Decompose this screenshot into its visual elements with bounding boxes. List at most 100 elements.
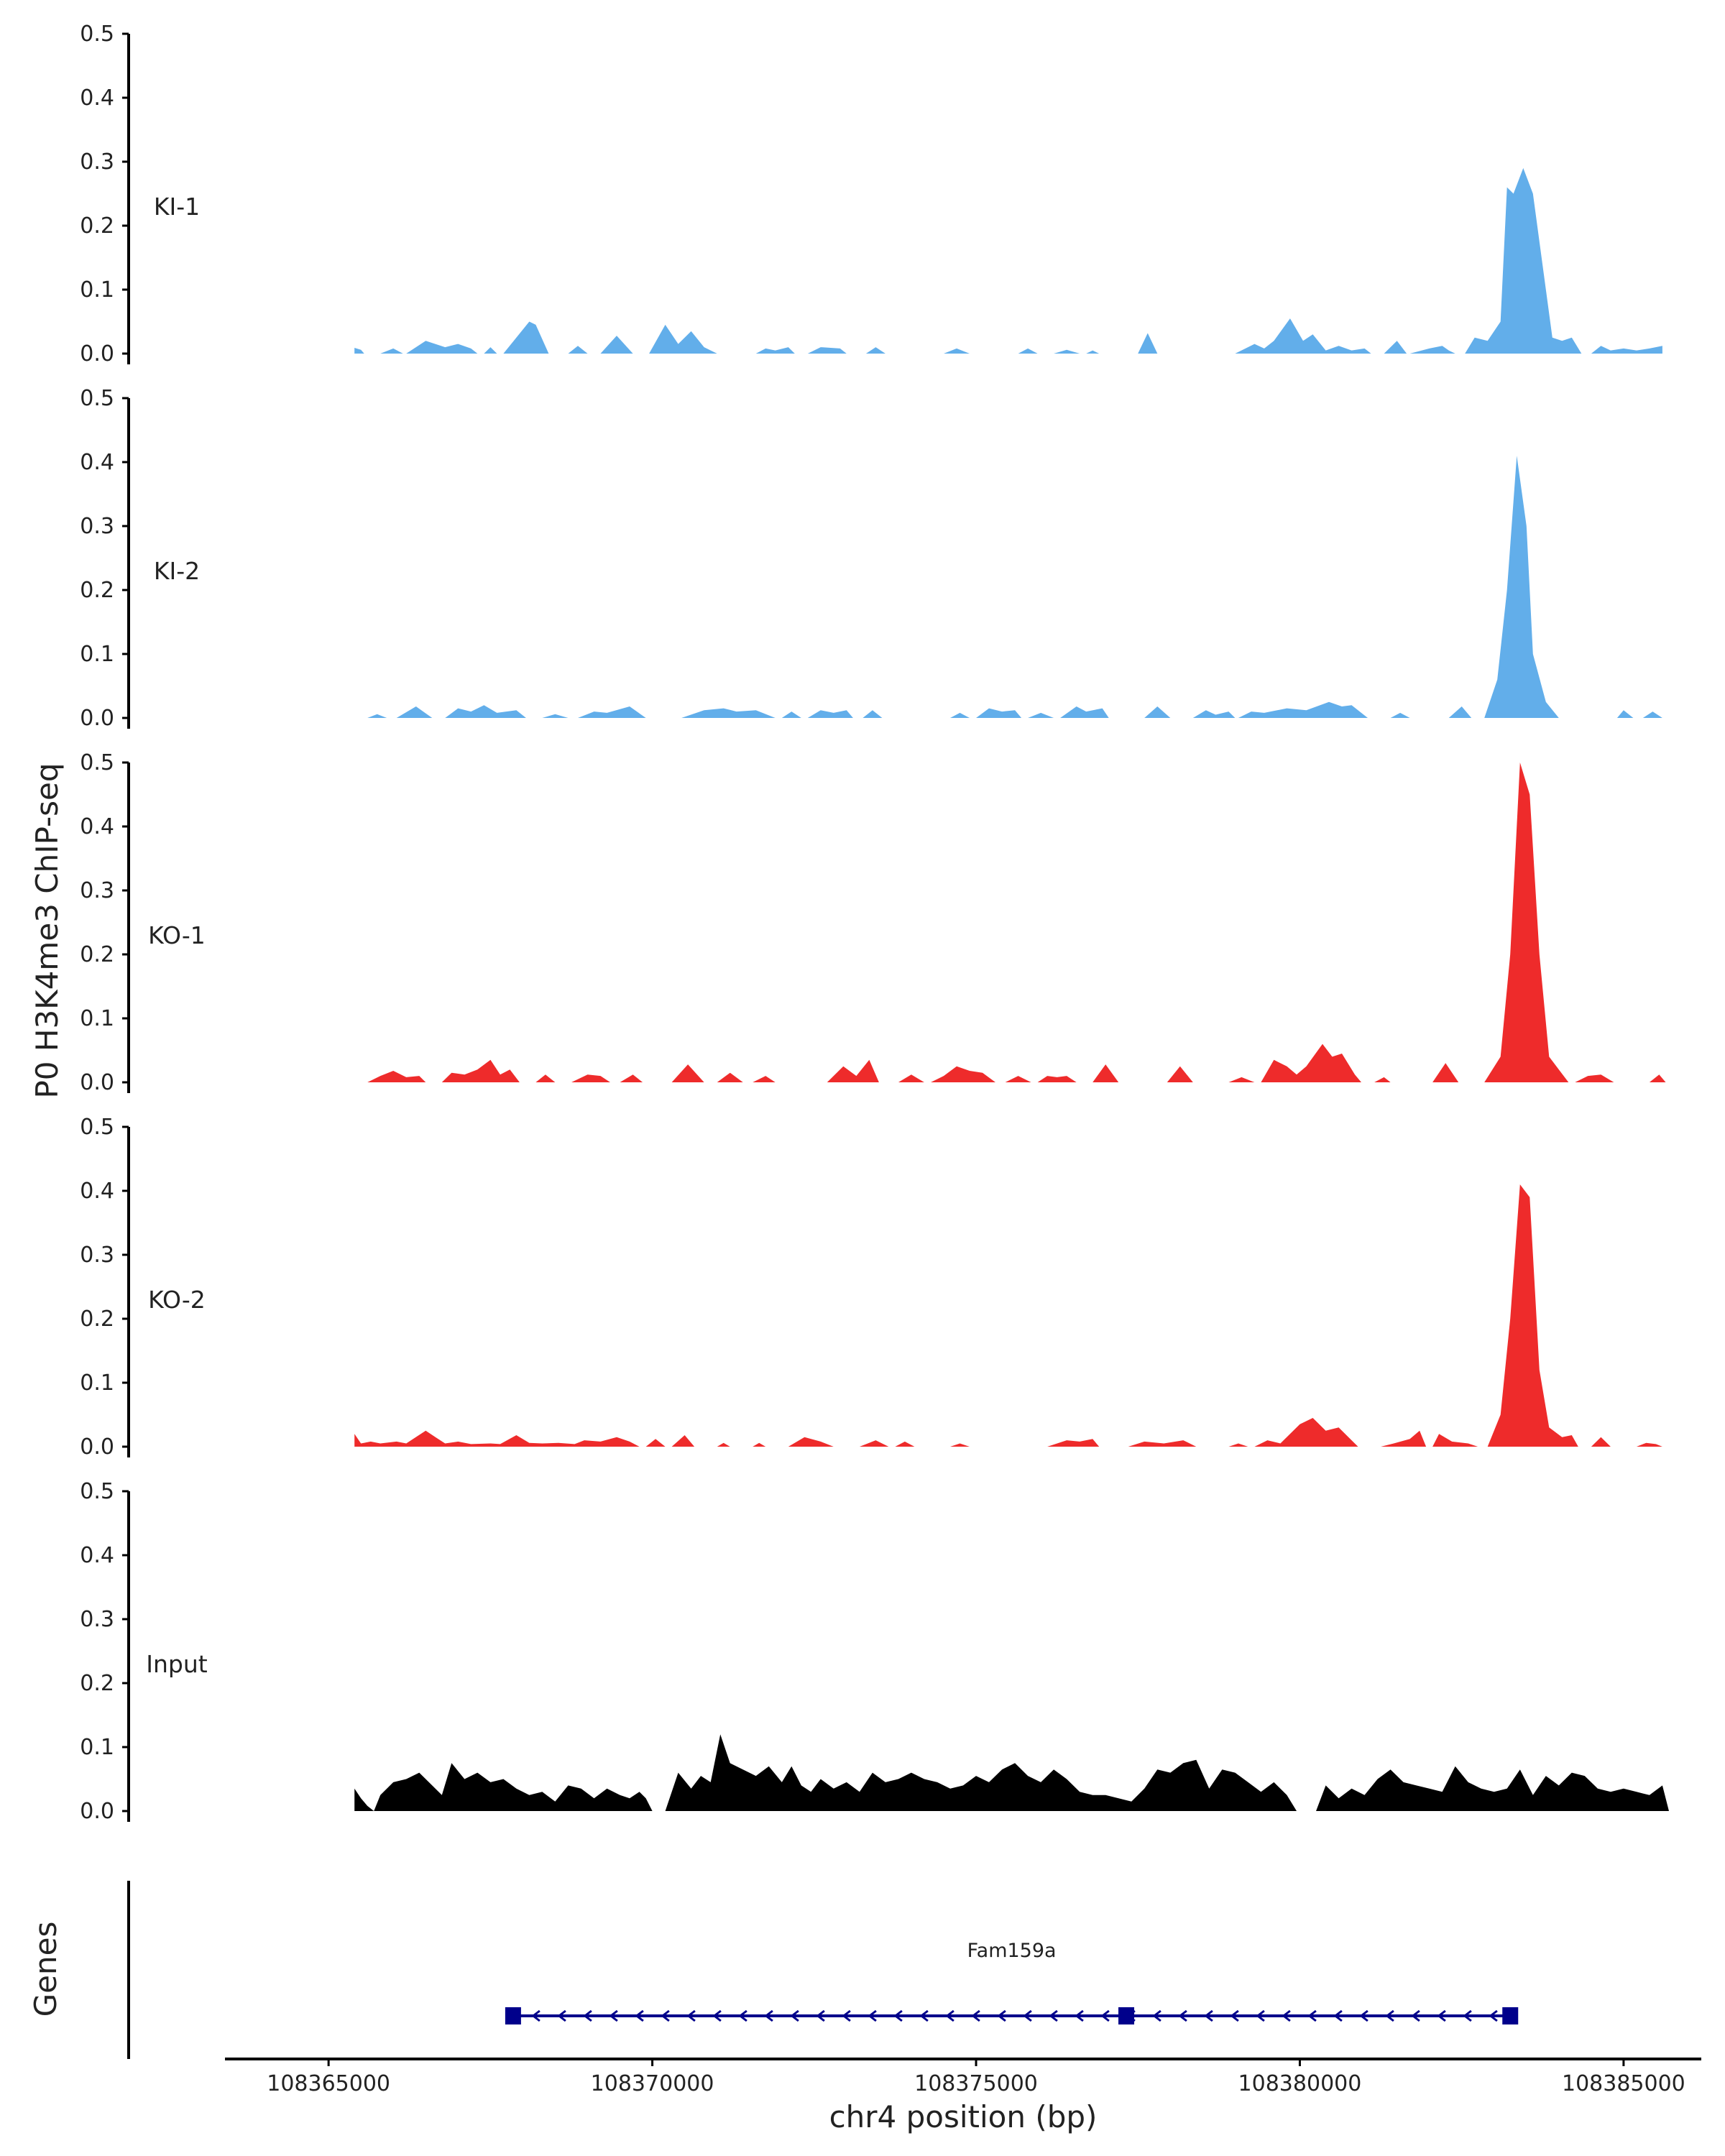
coverage-area-ko-1-16 (1261, 1044, 1361, 1082)
coverage-area-ko-2-13 (1381, 1430, 1427, 1447)
coverage-area-ki-1-10 (865, 347, 886, 354)
coverage-area-ko-1-8 (827, 1059, 879, 1082)
y-tick-label: 0.2 (80, 1307, 114, 1332)
coverage-area-ko-1-4 (620, 1074, 643, 1082)
strand-arrow (971, 2009, 980, 2022)
gene-exon (505, 2007, 521, 2024)
coverage-area-ki-2-10 (976, 708, 1022, 718)
gene-name-label: Fam159a (967, 1940, 1057, 1962)
y-tick-label: 0.3 (80, 1607, 114, 1632)
strand-arrow (1230, 2009, 1239, 2022)
coverage-area-ko-2-2 (671, 1435, 695, 1447)
track-label-ki-2: KI-2 (154, 557, 200, 585)
coverage-area-ki-1-13 (1054, 349, 1080, 354)
coverage-area-input-2 (1316, 1766, 1669, 1811)
y-tick-label: 0.5 (80, 386, 114, 411)
coverage-area-ki-2-14 (1192, 710, 1236, 718)
y-axis-title: P0 H3K4me3 ChIP-seq (29, 763, 65, 1098)
coverage-area-ki-2-8 (862, 710, 883, 718)
coverage-area-ko-2-6 (859, 1440, 889, 1447)
y-tick-label: 0.1 (80, 1006, 114, 1031)
coverage-area-ko-1-19 (1484, 763, 1569, 1082)
genes-panel: Genes Fam159a (28, 1881, 1519, 2059)
y-tick-label: 0.3 (80, 878, 114, 903)
strand-arrow (531, 2009, 540, 2022)
y-tick-label: 0.1 (80, 1370, 114, 1396)
strand-arrow (842, 2009, 851, 2022)
coverage-area-ko-1-1 (441, 1059, 520, 1082)
coverage-area-ki-1-12 (1018, 348, 1038, 354)
track-ki-1: 0.0 0.1 0.2 0.3 0.4 0.5 KI-1 (80, 22, 1662, 367)
coverage-area-ki-2-18 (1484, 456, 1559, 718)
coverage-area-ko-1-5 (671, 1064, 704, 1082)
track-input: 0.0 0.1 0.2 0.3 0.4 0.5 Input (80, 1479, 1669, 1824)
y-tick-label: 0.1 (80, 642, 114, 667)
coverage-area-ko-1-0 (367, 1071, 426, 1082)
y-tick-label: 0.1 (80, 277, 114, 303)
strand-arrow (1385, 2009, 1394, 2022)
y-tick-label: 0.2 (80, 578, 114, 603)
coverage-area-ki-2-4 (578, 706, 646, 718)
strand-arrow (919, 2009, 929, 2022)
coverage-area-ko-1-14 (1167, 1066, 1193, 1082)
coverage-area-ki-1-17 (1384, 341, 1407, 354)
coverage-area-ko-2-14 (1432, 1434, 1478, 1447)
coverage-area-ko-1-18 (1432, 1063, 1459, 1082)
strand-arrow (893, 2009, 903, 2022)
strand-arrow (1437, 2009, 1446, 2022)
y-tick-label: 0.3 (80, 149, 114, 175)
coverage-area-ko-2-4 (753, 1442, 766, 1447)
coverage-area-ko-1-20 (1575, 1074, 1614, 1082)
x-tick-label: 108370000 (591, 2071, 714, 2096)
coverage-area-ki-2-20 (1642, 711, 1662, 718)
coverage-area-ko-2-3 (717, 1442, 730, 1447)
coverage-area-input-1 (665, 1734, 1297, 1811)
coverage-area-ko-2-1 (645, 1439, 666, 1447)
coverage-area-ko-2-17 (1636, 1442, 1662, 1447)
strand-arrow (557, 2009, 566, 2022)
coverage-area-ki-2-5 (681, 708, 776, 718)
strand-arrow (661, 2009, 670, 2022)
genes-panel-title: Genes (28, 1922, 63, 2017)
coverage-area-ko-2-15 (1487, 1184, 1578, 1447)
gene-exon (1502, 2007, 1519, 2024)
track-ko-2: 0.0 0.1 0.2 0.3 0.4 0.5 KO-2 (80, 1115, 1662, 1460)
strand-arrow (945, 2009, 954, 2022)
coverage-area-ko-1-3 (571, 1074, 610, 1082)
strand-arrow (635, 2009, 644, 2022)
x-ticks: 108365000 108370000 108375000 108380000 1083… (267, 2059, 1685, 2096)
coverage-area-ki-1-19 (1465, 167, 1582, 354)
coverage-area-ko-2-0 (354, 1430, 640, 1447)
track-label-ki-1: KI-1 (154, 193, 200, 221)
track-label-ko-2: KO-2 (148, 1286, 206, 1314)
coverage-area-ki-2-15 (1238, 701, 1368, 718)
y-tick-label: 0.1 (80, 1735, 114, 1760)
strand-arrow (1463, 2009, 1472, 2022)
strand-arrow (1100, 2009, 1110, 2022)
strand-arrow (1333, 2009, 1343, 2022)
y-tick-label: 0.0 (80, 706, 114, 731)
coverage-area-ko-2-9 (1047, 1439, 1100, 1447)
coverage-area-ko-2-11 (1228, 1443, 1248, 1447)
y-tick-label: 0.0 (80, 341, 114, 367)
coverage-area-ki-1-5 (568, 346, 588, 354)
strand-arrow (997, 2009, 1006, 2022)
track-ki-2: 0.0 0.1 0.2 0.3 0.4 0.5 KI-2 (80, 386, 1662, 731)
y-tick-label: 0.3 (80, 514, 114, 539)
coverage-area-ko-1-2 (535, 1074, 556, 1082)
coverage-area-ki-1-18 (1409, 346, 1455, 354)
strand-arrow (1075, 2009, 1084, 2022)
gene-model (505, 2007, 1519, 2024)
coverage-area-ki-1-11 (944, 348, 970, 354)
y-tick-label: 0.5 (80, 1115, 114, 1140)
coverage-area-ki-1-6 (600, 336, 633, 354)
coverage-area-ki-2-12 (1060, 706, 1109, 718)
coverage-area-ki-2-2 (445, 705, 526, 718)
track-label-ko-1: KO-1 (148, 921, 206, 949)
y-tick-label: 0.4 (80, 1543, 114, 1568)
coverage-area-ki-1-8 (755, 347, 795, 354)
x-axis: 108365000 108370000 108375000 108380000 1083… (225, 2058, 1701, 2134)
coverage-area-ki-2-11 (1028, 712, 1054, 718)
coverage-area-ko-1-10 (931, 1066, 995, 1082)
